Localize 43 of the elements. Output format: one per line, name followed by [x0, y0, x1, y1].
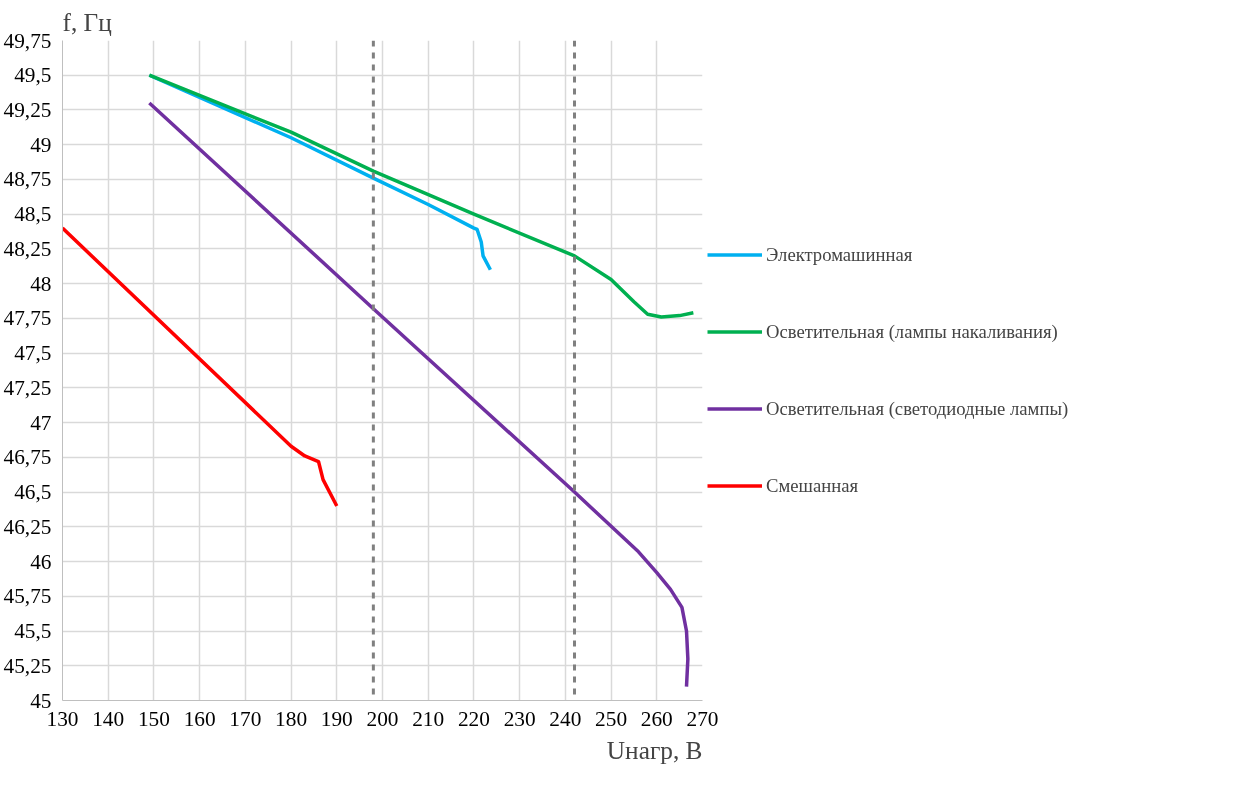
y-tick-label: 47: [30, 410, 52, 435]
legend-label: Электромашинная: [766, 243, 913, 266]
line-series: [62, 226, 339, 508]
y-tick-label: 45,25: [3, 653, 52, 678]
y-tick-label: 46,25: [3, 514, 52, 539]
x-tick-label: 200: [366, 706, 399, 731]
y-tick-label: 45: [30, 688, 52, 713]
y-tick-label: 49,5: [14, 63, 52, 88]
y-tick-label: 47,25: [3, 375, 52, 400]
y-tick-label: 49: [30, 132, 52, 157]
x-tick-label: 150: [137, 706, 170, 731]
legend-label: Осветительная (светодиодные лампы): [766, 397, 1069, 420]
x-tick-label: 230: [503, 706, 536, 731]
x-tick-label: 180: [275, 706, 308, 731]
x-tick-label: 190: [320, 706, 353, 731]
x-tick-label: 140: [92, 706, 125, 731]
y-tick-label: 46,5: [14, 480, 52, 505]
x-tick-label: 260: [640, 706, 673, 731]
x-tick-label: 270: [686, 706, 719, 731]
y-tick-label: 46,75: [3, 445, 52, 470]
x-tick-label: 250: [595, 706, 628, 731]
y-tick-label: 45,5: [14, 619, 52, 644]
legend-label: Осветительная (лампы накаливания): [766, 320, 1058, 343]
y-tick-label: 48,5: [14, 202, 52, 227]
y-tick-label: 47,5: [14, 341, 52, 366]
x-tick-label: 210: [412, 706, 445, 731]
x-tick-label: 170: [229, 706, 262, 731]
y-tick-label: 49,25: [3, 97, 52, 122]
x-tick-label: 220: [457, 706, 490, 731]
x-axis-title: Uнагр, В: [606, 735, 703, 764]
y-tick-label: 45,75: [3, 584, 52, 609]
y-tick-label: 48,25: [3, 236, 52, 261]
y-axis-title: f, Гц: [62, 7, 112, 36]
legend-label: Смешанная: [766, 474, 859, 497]
x-tick-label: 240: [549, 706, 582, 731]
line-series: [147, 73, 696, 319]
y-tick-label: 47,75: [3, 306, 52, 331]
y-tick-label: 48,75: [3, 167, 52, 192]
y-tick-label: 46: [30, 549, 52, 574]
y-tick-label: 49,75: [3, 28, 52, 53]
y-tick-label: 48: [30, 271, 52, 296]
line-series: [147, 101, 690, 689]
x-tick-label: 160: [183, 706, 216, 731]
